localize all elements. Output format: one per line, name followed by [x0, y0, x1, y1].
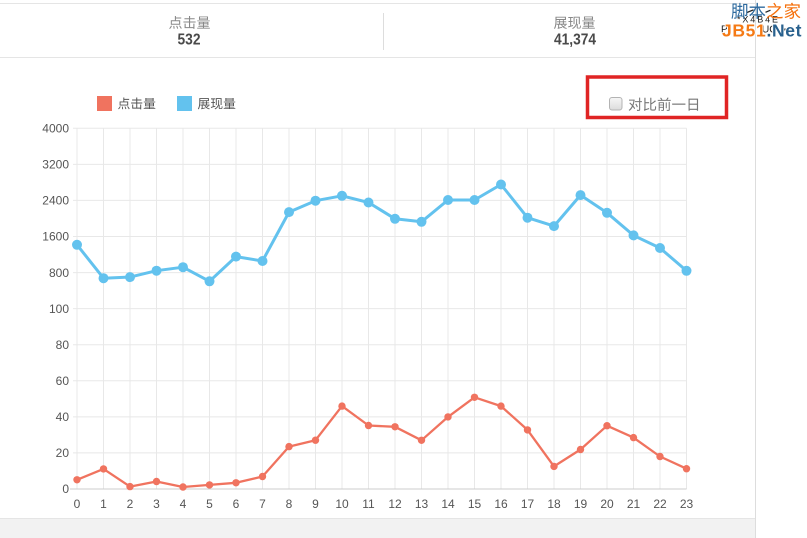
svg-text:4000: 4000: [42, 122, 69, 136]
svg-text:4: 4: [180, 497, 187, 511]
svg-text:1: 1: [100, 497, 107, 511]
svg-text:11: 11: [362, 497, 375, 511]
svg-text:3: 3: [153, 497, 160, 511]
svg-text:15: 15: [468, 497, 482, 511]
svg-text:41,374: 41,374: [554, 32, 596, 49]
svg-text:*X4B4E: *X4B4E: [737, 15, 778, 25]
svg-text:0: 0: [74, 497, 81, 511]
svg-text:10: 10: [335, 497, 349, 511]
svg-text:9: 9: [312, 497, 319, 511]
svg-text:14: 14: [441, 497, 455, 511]
svg-text:7: 7: [259, 497, 266, 511]
svg-text:UC: UC: [762, 25, 776, 36]
svg-text:17: 17: [521, 497, 535, 511]
svg-text:60: 60: [56, 374, 70, 388]
svg-text:20: 20: [56, 446, 70, 460]
svg-text:23: 23: [680, 497, 694, 511]
svg-text:3200: 3200: [42, 158, 69, 172]
svg-text:12: 12: [388, 497, 402, 511]
svg-text:5: 5: [206, 497, 213, 511]
svg-text:6: 6: [233, 497, 240, 511]
svg-text:8: 8: [286, 497, 293, 511]
svg-text:1600: 1600: [42, 230, 69, 244]
svg-text:532: 532: [178, 32, 201, 49]
svg-text:800: 800: [49, 266, 69, 280]
svg-text:22: 22: [653, 497, 667, 511]
svg-text:40: 40: [56, 410, 70, 424]
svg-text:2: 2: [127, 497, 134, 511]
svg-text:0: 0: [62, 482, 69, 496]
svg-text:18: 18: [547, 497, 561, 511]
svg-text:PI: PI: [721, 25, 730, 36]
svg-text:16: 16: [494, 497, 508, 511]
svg-text:20: 20: [600, 497, 614, 511]
svg-text:80: 80: [56, 338, 70, 352]
svg-text:JB51.Net: JB51.Net: [722, 21, 802, 41]
svg-text:19: 19: [574, 497, 588, 511]
svg-text:2400: 2400: [42, 194, 69, 208]
svg-text:13: 13: [415, 497, 429, 511]
svg-text:100: 100: [49, 302, 69, 316]
svg-text:21: 21: [627, 497, 641, 511]
